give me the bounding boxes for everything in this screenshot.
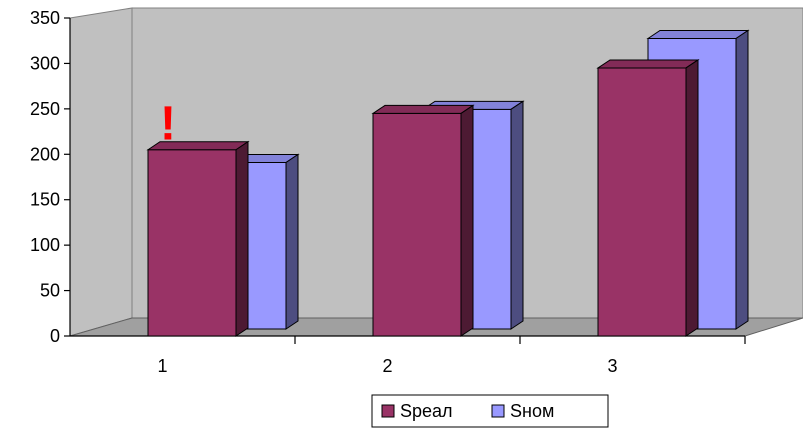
chart-annotations: ! [160,98,176,151]
legend-swatch [381,404,395,418]
x-tick-label: 2 [382,356,392,376]
bar [146,140,250,337]
y-tick-label: 350 [30,8,60,28]
bar-side [235,140,249,337]
side-wall [69,7,133,337]
bar-top [371,104,475,114]
bar [596,59,700,337]
y-tick-label: 300 [30,53,60,73]
legend-box [371,394,609,428]
y-tick-label: 150 [30,190,60,210]
legend-label: Sреал [400,401,453,421]
y-tick-label: 0 [50,326,60,346]
bar-side [685,59,699,337]
annotation-mark: ! [160,98,176,151]
legend-swatch [491,404,505,418]
bar-side [285,153,299,330]
bar-side [735,29,749,330]
bar-front [597,67,687,337]
bar-top [596,59,700,69]
bar [371,104,475,337]
y-tick-label: 200 [30,144,60,164]
x-tick-label: 3 [607,356,617,376]
bar-side [510,100,524,330]
bar-top [646,29,750,39]
bar-front [147,149,237,337]
y-tick-label: 100 [30,235,60,255]
chart-legend: Sреал Sном [371,394,609,428]
legend-label: Sном [510,401,554,421]
y-tick-label: 50 [40,281,60,301]
x-tick-label: 1 [157,356,167,376]
bar-front [372,112,462,337]
y-tick-label: 250 [30,99,60,119]
chart-bars [146,29,750,337]
bar-side [460,104,474,337]
